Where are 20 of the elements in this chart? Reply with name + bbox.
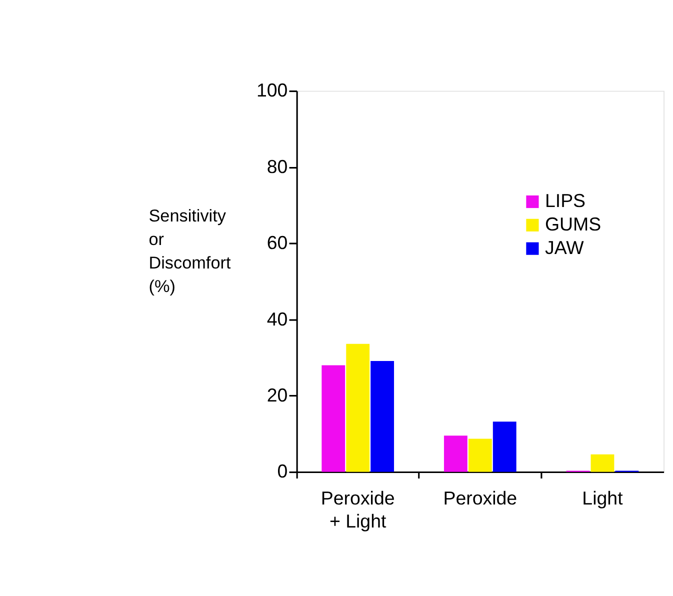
bar bbox=[590, 454, 614, 472]
bar bbox=[370, 361, 394, 472]
legend-label: JAW bbox=[544, 237, 584, 258]
y-tick-label: 0 bbox=[277, 460, 288, 482]
bar bbox=[468, 438, 492, 472]
y-tick-label: 80 bbox=[266, 156, 288, 177]
x-tick-label: Light bbox=[582, 487, 624, 508]
bar bbox=[444, 436, 468, 472]
bar bbox=[346, 344, 370, 472]
bar bbox=[322, 365, 346, 472]
legend-label: GUMS bbox=[544, 214, 602, 235]
y-tick-label: 40 bbox=[266, 308, 288, 330]
y-tick-label: 100 bbox=[256, 80, 288, 101]
bar bbox=[492, 422, 516, 472]
x-tick-label: Peroxide bbox=[443, 487, 518, 508]
y-axis-title: Sensitivity or Discomfort (%) bbox=[148, 206, 231, 296]
x-tick-label: Peroxide + Light bbox=[320, 487, 395, 532]
y-tick-label: 60 bbox=[266, 232, 288, 254]
y-tick-label: 20 bbox=[266, 384, 288, 406]
legend-label: LIPS bbox=[544, 190, 586, 212]
